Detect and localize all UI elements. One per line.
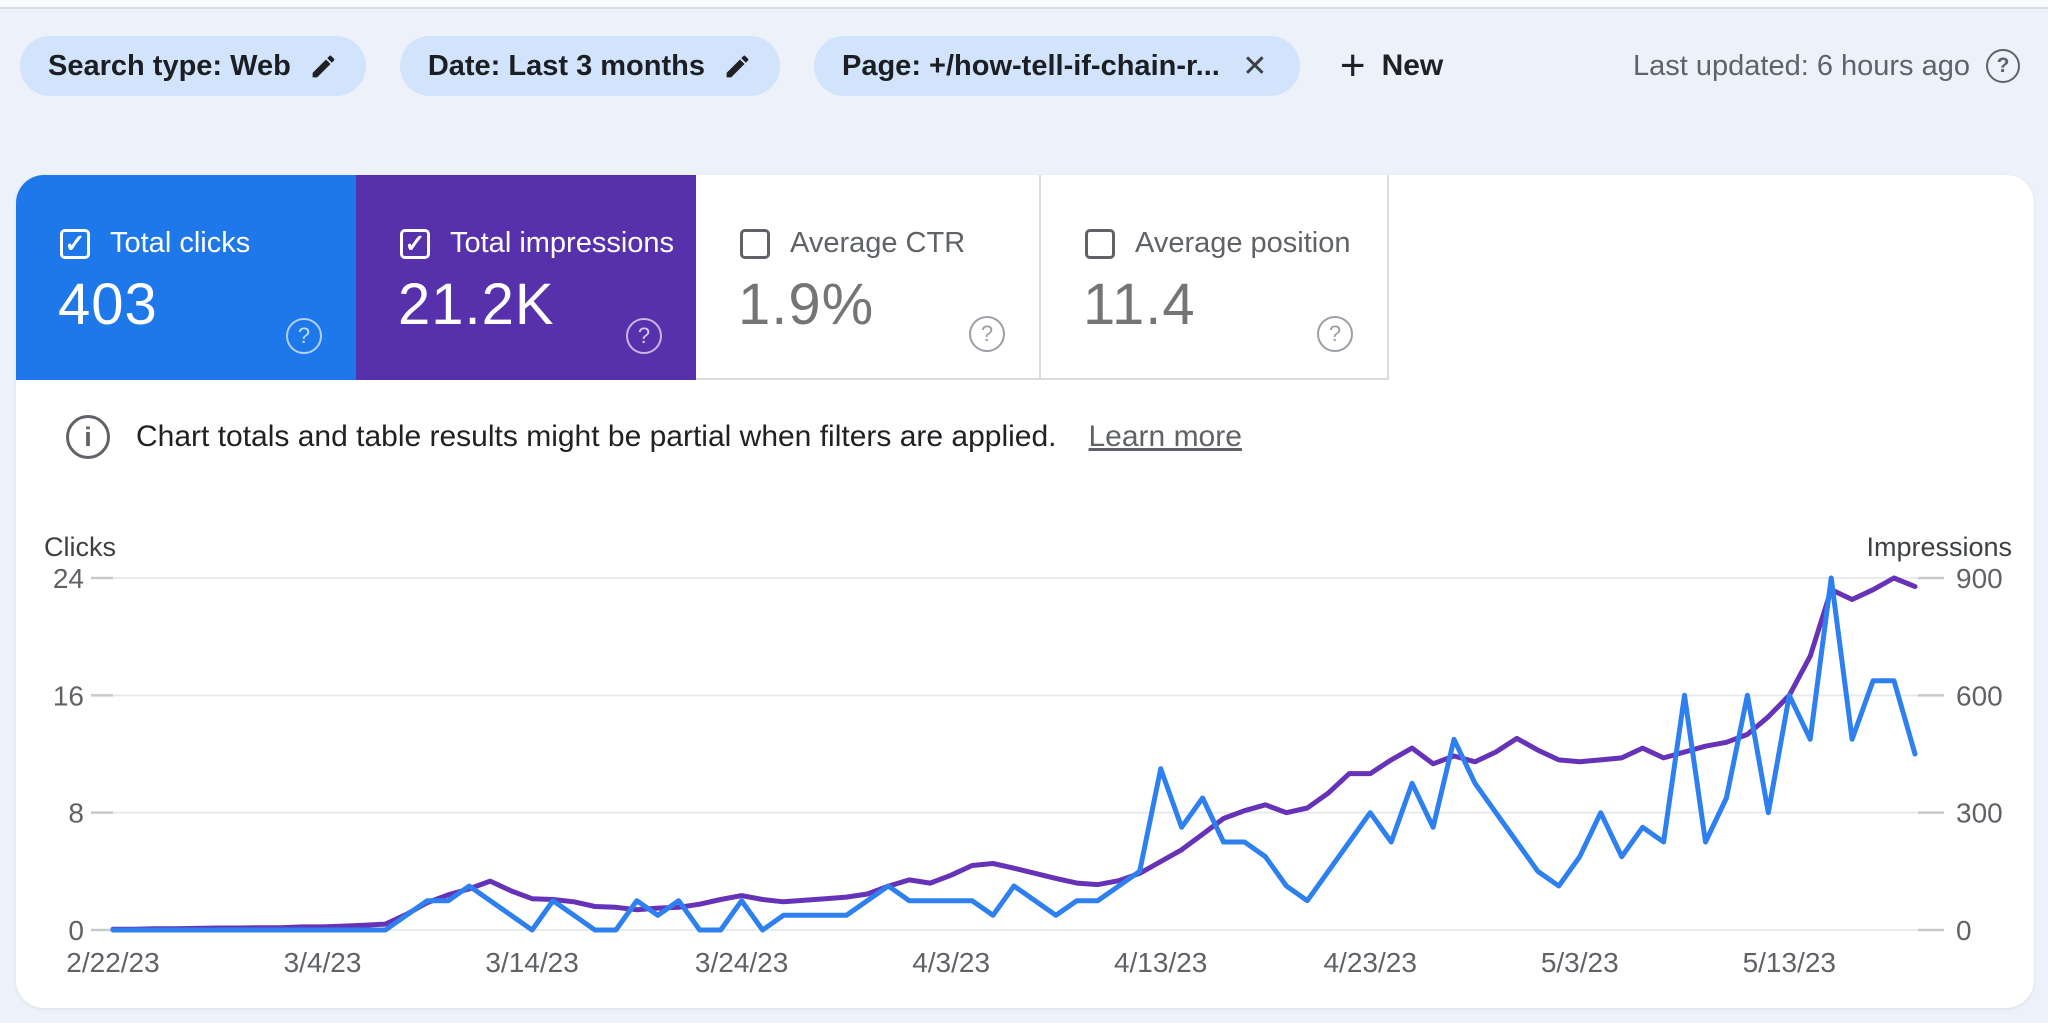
new-filter-label: New — [1381, 49, 1444, 82]
edit-pencil-icon[interactable] — [723, 52, 752, 81]
card-label: Average CTR — [790, 227, 966, 259]
filter-chip-label: Page: +/how-tell-if-chain-r... — [842, 49, 1220, 82]
filter-chip-date[interactable]: Date: Last 3 months — [399, 36, 780, 96]
new-filter-button[interactable]: New — [1340, 49, 1444, 83]
help-icon[interactable] — [1317, 316, 1353, 352]
card-value: 1.9% — [738, 272, 875, 337]
card-head: Average position — [1085, 227, 1351, 260]
help-icon[interactable] — [626, 318, 662, 354]
card-value: 11.4 — [1083, 272, 1196, 337]
last-updated-text: Last updated: 6 hours ago — [1633, 49, 1970, 82]
remove-filter-icon[interactable] — [1238, 49, 1272, 83]
last-updated: Last updated: 6 hours ago — [1633, 36, 2020, 96]
card-label: Total clicks — [110, 227, 251, 259]
card-head: Total impressions — [400, 227, 674, 260]
card-value: 21.2K — [398, 272, 555, 337]
metric-card-average-ctr[interactable]: Average CTR 1.9% — [696, 175, 1041, 380]
help-icon[interactable] — [286, 318, 322, 354]
card-value: 403 — [58, 272, 158, 337]
info-icon — [66, 415, 110, 459]
card-label: Total impressions — [450, 227, 675, 259]
help-icon[interactable] — [1986, 49, 2020, 83]
checkbox-icon[interactable] — [740, 228, 770, 259]
filter-chip-search-type[interactable]: Search type: Web — [20, 36, 366, 96]
plus-icon — [1340, 51, 1366, 81]
checkbox-icon[interactable] — [400, 228, 430, 259]
info-banner: Chart totals and table results might be … — [66, 415, 1242, 459]
help-icon[interactable] — [969, 316, 1005, 352]
filter-chip-page[interactable]: Page: +/how-tell-if-chain-r... — [814, 36, 1300, 96]
card-label: Average position — [1135, 227, 1351, 259]
filter-chip-label: Search type: Web — [48, 49, 291, 82]
checkbox-icon[interactable] — [60, 228, 90, 259]
metric-card-average-position[interactable]: Average position 11.4 — [1041, 175, 1389, 380]
info-banner-text: Chart totals and table results might be … — [136, 420, 1057, 453]
checkbox-icon[interactable] — [1085, 228, 1115, 259]
filter-chip-label: Date: Last 3 months — [427, 49, 705, 82]
learn-more-link[interactable]: Learn more — [1088, 420, 1242, 453]
metric-card-total-clicks[interactable]: Total clicks 403 — [16, 175, 356, 380]
top-divider — [0, 0, 2048, 9]
edit-pencil-icon[interactable] — [309, 52, 338, 81]
filter-bar: Search type: Web Date: Last 3 months Pag… — [20, 36, 1443, 96]
metric-card-total-impressions[interactable]: Total impressions 21.2K — [356, 175, 696, 380]
card-head: Total clicks — [60, 227, 250, 260]
card-head: Average CTR — [740, 227, 965, 260]
performance-panel: Total clicks 403 Total impressions 21.2K… — [16, 175, 2034, 1008]
